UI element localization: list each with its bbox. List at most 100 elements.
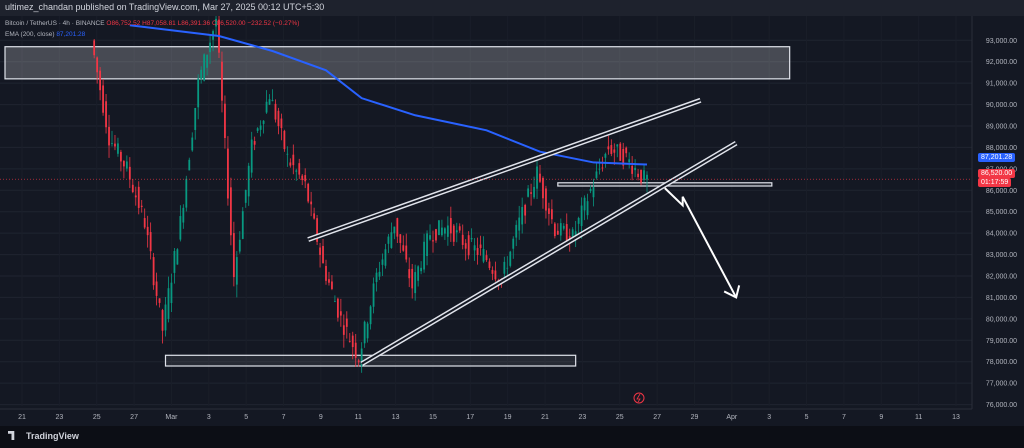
candle-body [435,229,437,241]
candle-body [227,148,229,199]
candle-body [643,170,645,181]
candle-body [378,271,381,277]
x-tick-label: 27 [130,414,138,421]
publish-text: ultimez_chandan published on TradingView… [5,2,325,12]
candle-body [140,205,143,207]
candle-body [259,125,262,130]
candle-body [589,188,592,192]
candle-body [521,206,524,225]
ema-value: 87,201.28 [56,31,86,38]
publish-bar: ultimez_chandan published on TradingView… [0,0,1024,16]
candle-body [295,170,298,172]
candle-body [200,69,203,79]
candle-body [565,224,568,243]
candle-body [479,244,482,249]
candle-body [446,225,449,237]
candle-body [536,166,538,189]
candle-body [182,207,185,223]
candle-body [146,226,149,236]
candle-body [592,187,595,198]
chart-area[interactable] [0,16,1024,426]
candle-body [476,248,479,255]
candle-body [325,266,327,281]
candle-body [185,178,188,208]
candle-body [408,269,411,279]
lightning-glyph [636,393,641,403]
candle-body [173,251,176,273]
indicator-legend[interactable]: EMA (200, close) 87,201.28 [5,31,85,38]
candle-body [310,201,313,205]
candle-body [289,162,292,166]
candle-body [426,233,428,257]
candle-body [128,166,131,180]
countdown-tag: 01:17:59 [978,178,1012,187]
x-tick-label: 13 [392,414,400,421]
candle-body [634,167,637,171]
candle-body [524,204,527,216]
candle-body [527,188,530,197]
candle-body [351,335,354,348]
tradingview-icon [8,431,15,440]
ema-200-line [129,24,648,166]
candle-body [244,190,247,203]
y-tick-label: 81,000.00 [986,295,1017,302]
candle-body [342,325,345,335]
candle-body [229,187,232,236]
y-tick-label: 76,000.00 [986,402,1017,409]
candle-body [328,279,330,283]
candle-body [399,234,402,243]
candle-body [432,240,434,242]
candle-body [319,247,321,255]
candle-body [253,141,256,145]
y-tick-label: 92,000.00 [986,59,1017,66]
candle-body [241,211,244,239]
x-tick-label: 5 [244,414,248,421]
candle-body [301,175,304,181]
candle-body [203,54,206,81]
candle-body [458,226,461,231]
candle-body [550,209,553,220]
candle-body [387,236,390,244]
candle-body [188,159,191,171]
candle-body [613,149,616,153]
tradingview-logo[interactable]: TradingView [8,431,79,441]
y-tick-label: 83,000.00 [986,252,1017,259]
candle-body [93,40,96,56]
candle-body [122,161,125,167]
candle-body [134,195,137,198]
x-tick-label: 19 [504,414,512,421]
candle-body [170,282,173,304]
candle-body [224,103,226,138]
candle-body [277,110,280,127]
candle-body [197,78,200,108]
candle-body [105,101,107,128]
candle-body [628,159,631,163]
candle-body [429,235,431,240]
candle-body [313,213,316,219]
price-chart[interactable]: 93,000.00 92,000.00 91,000.00 90,000.00 89,0… [0,16,1024,426]
candle-body [99,70,102,91]
x-tick-label: 11 [355,414,362,421]
candle-body [179,216,182,240]
candle-body [601,167,604,169]
candle-body [390,232,393,248]
candle-body [268,99,271,105]
candle-body [631,165,634,174]
candle-body [580,205,583,227]
candle-body [646,174,648,180]
x-tick-label: 23 [579,414,587,421]
candle-body [619,143,622,161]
x-tick-label: 29 [691,414,699,421]
candle-body [221,61,223,101]
candle-body [238,239,241,252]
candle-body [250,139,253,173]
candle-body [548,208,550,214]
y-tick-label: 78,000.00 [986,359,1017,366]
x-tick-label: 15 [429,414,437,421]
candle-body [423,241,425,270]
candle-body [111,143,113,145]
ema-price-tag: 87,201.28 [978,153,1016,162]
x-tick-label: 3 [207,414,211,421]
projection-arrowhead [723,285,741,299]
candle-body [595,171,598,178]
